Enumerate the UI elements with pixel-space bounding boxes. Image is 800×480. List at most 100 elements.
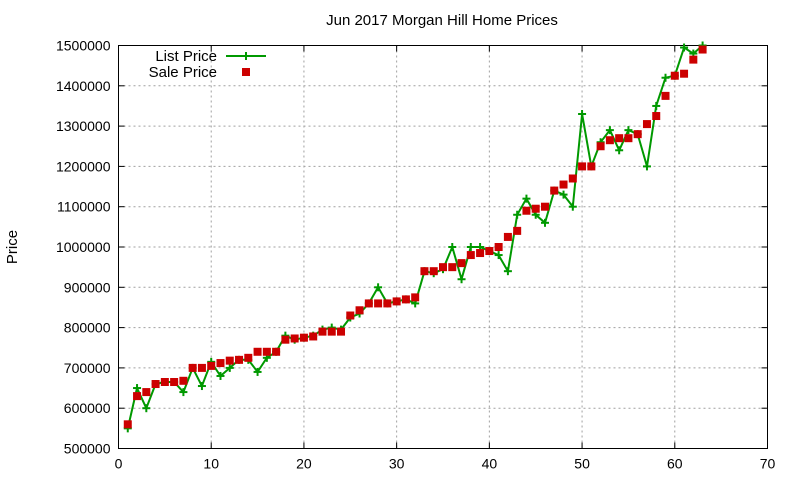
sale-price-point	[624, 134, 633, 143]
sale-price-point	[123, 420, 132, 429]
list-price-point	[225, 363, 234, 372]
list-price-point	[466, 243, 475, 251]
list-price-point	[494, 251, 503, 260]
list-price-point	[540, 218, 549, 227]
y-tick-label: 700000	[64, 360, 111, 376]
y-tick-label: 500000	[64, 441, 111, 457]
x-tick-label: 0	[115, 456, 123, 472]
sale-price-point	[540, 202, 549, 211]
sale-price-point	[299, 333, 308, 342]
sale-price-point	[179, 376, 188, 385]
sale-price-point	[364, 299, 373, 308]
sale-price-point	[633, 130, 642, 139]
list-price-point	[642, 162, 651, 171]
list-price-point	[578, 110, 587, 119]
chart-title: Jun 2017 Morgan Hill Home Prices	[326, 12, 558, 29]
series-layer	[123, 41, 707, 433]
sale-price-point	[197, 363, 206, 372]
list-price-point	[142, 404, 151, 413]
sale-price-point	[587, 162, 596, 171]
list-price-point	[503, 267, 512, 276]
list-price-point	[661, 73, 670, 82]
sale-price-point	[680, 69, 689, 78]
sale-price-point	[615, 134, 624, 143]
list-price-point	[605, 126, 614, 135]
legend: List Price Sale Price	[149, 48, 266, 81]
y-tick-label: 800000	[64, 320, 111, 336]
list-price-point	[568, 202, 577, 211]
sale-price-point	[216, 359, 225, 368]
list-price-point	[624, 126, 633, 135]
sale-price-point	[142, 388, 151, 397]
sale-price-point	[670, 71, 679, 80]
list-price-point	[374, 283, 383, 292]
sale-price-point	[355, 306, 364, 315]
sale-price-point	[494, 243, 503, 251]
sale-price-point	[392, 297, 401, 306]
sale-price-point	[578, 162, 587, 171]
sale-price-point	[503, 232, 512, 241]
y-tick-label: 1300000	[56, 118, 111, 134]
x-tick-label: 40	[482, 456, 498, 472]
sale-price-point	[318, 327, 327, 336]
y-tick-label: 1500000	[56, 38, 111, 54]
list-price-point	[448, 243, 457, 251]
legend-marker-sale-price	[242, 68, 250, 76]
list-price-point	[559, 190, 568, 199]
sale-price-point	[411, 293, 420, 302]
legend-label-list-price: List Price	[155, 48, 217, 65]
sale-price-point	[188, 363, 197, 372]
sale-price-point	[568, 174, 577, 183]
sale-price-point	[550, 186, 559, 195]
list-price-line	[126, 44, 704, 429]
sale-price-point	[522, 206, 531, 215]
grid	[118, 45, 768, 449]
y-tick-label: 1400000	[56, 78, 111, 94]
sale-price-point	[133, 392, 142, 401]
list-price-point	[216, 371, 225, 380]
sale-price-point	[429, 267, 438, 276]
sale-price-point	[689, 55, 698, 64]
sale-price-point	[346, 311, 355, 320]
sale-price-point	[605, 136, 614, 145]
sale-price-point	[337, 327, 346, 336]
sale-price-point	[420, 267, 429, 276]
sale-price-point	[642, 120, 651, 129]
sale-price-point	[531, 204, 540, 213]
sale-price-point	[448, 263, 457, 272]
list-price-point	[522, 194, 531, 203]
list-price-point	[179, 388, 188, 397]
list-price-point	[513, 210, 522, 219]
sale-price-point	[272, 347, 281, 356]
sale-price-point	[374, 299, 383, 308]
sale-price-point	[476, 249, 485, 258]
list-price-point	[133, 384, 142, 393]
y-tick-label: 600000	[64, 400, 111, 416]
sale-price-point	[309, 332, 318, 341]
sale-price-point	[244, 353, 253, 362]
sale-price-point	[439, 263, 447, 272]
list-price-point	[197, 382, 206, 391]
sale-price-point	[698, 45, 707, 54]
sale-price-point	[160, 378, 169, 387]
x-tick-label: 30	[389, 456, 405, 472]
sale-price-point	[401, 295, 410, 304]
x-tick-label: 10	[203, 456, 219, 472]
legend-marker-list-price	[242, 52, 250, 60]
x-tick-label: 60	[667, 456, 683, 472]
sale-price-point	[290, 334, 299, 343]
sale-price-point	[170, 378, 179, 387]
sale-price-point	[652, 112, 661, 121]
sale-price-point	[151, 380, 160, 389]
sale-price-point	[281, 335, 290, 344]
y-tick-label: 1100000	[57, 199, 111, 215]
list-price-point	[253, 367, 262, 376]
x-tick-label: 70	[760, 456, 776, 472]
legend-label-sale-price: Sale Price	[149, 64, 217, 81]
y-tick-label: 900000	[64, 279, 111, 295]
sale-price-point	[235, 355, 244, 364]
sale-price-point	[466, 251, 475, 260]
sale-price-point	[253, 347, 262, 356]
x-tick-label: 50	[574, 456, 590, 472]
